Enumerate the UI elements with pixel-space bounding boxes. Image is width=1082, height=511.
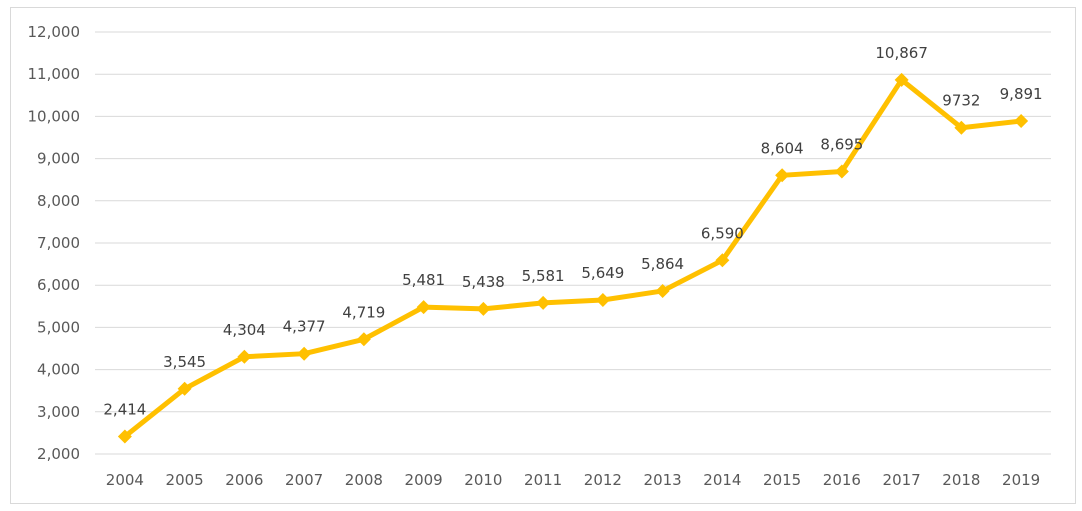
data-point-marker <box>715 253 730 268</box>
data-label: 2,414 <box>103 401 146 419</box>
x-tick-label: 2011 <box>524 471 562 489</box>
y-tick-label: 7,000 <box>37 234 80 252</box>
data-point-marker <box>177 381 192 396</box>
data-label: 5,438 <box>462 273 505 291</box>
x-tick-label: 2010 <box>464 471 502 489</box>
data-point-marker <box>117 429 132 444</box>
data-label: 4,719 <box>342 303 385 321</box>
y-tick-label: 4,000 <box>37 361 80 379</box>
y-tick-label: 10,000 <box>28 107 81 125</box>
data-point-marker <box>775 168 790 183</box>
gridlines <box>95 31 1051 455</box>
x-tick-label: 2014 <box>703 471 741 489</box>
y-axis-tick-labels: 2,000 3,000 4,000 5,000 6,000 7,000 8,000 9,000… <box>28 23 81 463</box>
x-tick-label: 2013 <box>644 471 682 489</box>
x-tick-label: 2019 <box>1002 471 1040 489</box>
data-label: 5,649 <box>581 264 624 282</box>
x-tick-label: 2005 <box>166 471 204 489</box>
x-tick-label: 2016 <box>823 471 861 489</box>
data-point-marker <box>1014 113 1029 128</box>
data-point-marker <box>894 72 909 87</box>
data-point-marker <box>476 301 491 316</box>
data-point-marker <box>416 300 431 315</box>
data-labels: 2,414 3,545 4,304 4,377 4,719 5,481 5,438 5,581… <box>103 44 1042 419</box>
data-label: 3,545 <box>163 353 206 371</box>
data-markers <box>117 72 1029 444</box>
data-series <box>122 77 1024 440</box>
data-point-marker <box>536 295 551 310</box>
x-tick-label: 2012 <box>584 471 622 489</box>
data-point-marker <box>834 164 849 179</box>
data-point-marker <box>954 120 969 135</box>
x-axis-tick-labels: 2004 2005 2006 2007 2008 2009 2010 2011 2012 2013… <box>106 471 1040 489</box>
y-tick-label: 2,000 <box>37 445 80 463</box>
data-label: 5,581 <box>522 267 565 285</box>
chart-frame <box>10 7 1076 504</box>
x-tick-label: 2009 <box>405 471 443 489</box>
series-line <box>122 77 1024 440</box>
data-point-marker <box>595 293 610 308</box>
x-tick-label: 2007 <box>285 471 323 489</box>
data-label: 5,481 <box>402 271 445 289</box>
x-tick-label: 2006 <box>225 471 263 489</box>
y-tick-label: 12,000 <box>28 23 81 41</box>
data-point-marker <box>655 283 670 298</box>
x-tick-label: 2008 <box>345 471 383 489</box>
data-label: 9,891 <box>1000 85 1043 103</box>
data-label: 8,695 <box>820 135 863 153</box>
y-tick-label: 6,000 <box>37 276 80 294</box>
x-tick-label: 2004 <box>106 471 144 489</box>
y-tick-label: 5,000 <box>37 318 80 336</box>
data-label: 4,377 <box>283 318 326 336</box>
x-tick-label: 2018 <box>942 471 980 489</box>
data-label: 9732 <box>942 92 980 110</box>
data-label: 8,604 <box>761 139 804 157</box>
y-tick-label: 11,000 <box>28 65 81 83</box>
data-label: 6,590 <box>701 224 744 242</box>
data-point-marker <box>356 332 371 347</box>
data-label: 5,864 <box>641 255 684 273</box>
x-tick-label: 2015 <box>763 471 801 489</box>
data-point-marker <box>297 346 312 361</box>
data-label: 10,867 <box>875 44 928 62</box>
y-tick-label: 3,000 <box>37 403 80 421</box>
data-label: 4,304 <box>223 321 266 339</box>
data-point-marker <box>237 349 252 364</box>
y-tick-label: 9,000 <box>37 150 80 168</box>
x-tick-label: 2017 <box>883 471 921 489</box>
y-tick-label: 8,000 <box>37 192 80 210</box>
